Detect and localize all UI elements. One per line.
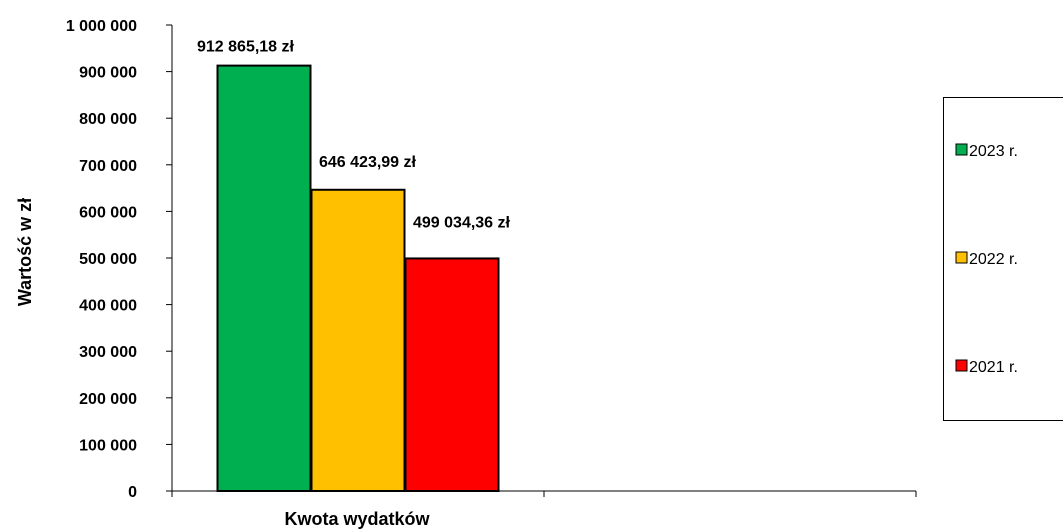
- y-tick-label: 800 000: [79, 111, 137, 128]
- y-tick-label: 700 000: [79, 158, 137, 175]
- y-tick-label: 100 000: [79, 437, 137, 454]
- y-tick-label: 900 000: [79, 65, 137, 82]
- y-axis: 0 100 000 200 000 300 000 400 000 500 000 600 …: [66, 18, 173, 501]
- legend: 2023 r. 2022 r. 2021 r.: [943, 97, 1063, 421]
- data-label: 499 034,36 zł: [413, 214, 511, 231]
- legend-swatch: [955, 251, 968, 264]
- data-label: 912 865,18 zł: [197, 39, 295, 56]
- y-axis-title: Wartość w zł: [15, 198, 35, 306]
- y-tick-label: 300 000: [79, 344, 137, 361]
- y-tick-label: 1 000 000: [66, 18, 137, 35]
- legend-swatch: [955, 359, 968, 372]
- legend-label: 2022 r.: [969, 251, 1018, 268]
- bar-2023-r: [216, 64, 312, 492]
- y-tick-label: 500 000: [79, 251, 137, 268]
- data-label: 646 423,99 zł: [319, 154, 417, 171]
- bars: [216, 64, 500, 492]
- y-tick-label: 600 000: [79, 204, 137, 221]
- legend-label: 2023 r.: [969, 143, 1018, 160]
- x-axis-title: Kwota wydatków: [284, 509, 430, 529]
- data-labels: 912 865,18 zł 646 423,99 zł 499 034,36 zł: [197, 39, 511, 232]
- y-tick-label: 0: [128, 484, 137, 501]
- bar-2022-r: [310, 188, 406, 492]
- y-tick-label: 400 000: [79, 298, 137, 315]
- bar-2021-r: [404, 257, 500, 492]
- legend-swatch: [955, 143, 968, 156]
- legend-label: 2021 r.: [969, 359, 1018, 376]
- y-tick-label: 200 000: [79, 391, 137, 408]
